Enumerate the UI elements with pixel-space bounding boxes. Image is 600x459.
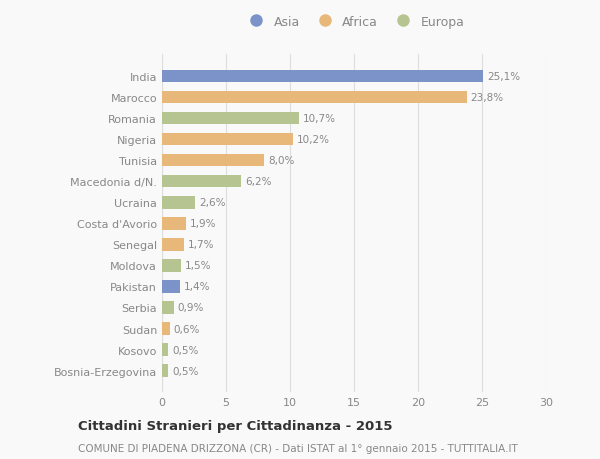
Text: 2,6%: 2,6% [199, 198, 226, 208]
Text: 1,7%: 1,7% [188, 240, 214, 250]
Text: 10,2%: 10,2% [296, 135, 329, 145]
Text: 8,0%: 8,0% [268, 156, 295, 166]
Text: Cittadini Stranieri per Cittadinanza - 2015: Cittadini Stranieri per Cittadinanza - 2… [78, 419, 392, 432]
Bar [162, 134, 293, 146]
Text: 6,2%: 6,2% [245, 177, 272, 187]
Text: 0,5%: 0,5% [172, 345, 199, 355]
Text: 0,6%: 0,6% [173, 324, 200, 334]
Bar [162, 364, 169, 377]
Text: 0,9%: 0,9% [178, 303, 204, 313]
Bar [162, 280, 180, 293]
Bar [162, 239, 184, 251]
Bar [162, 323, 170, 335]
Text: 0,5%: 0,5% [172, 366, 199, 376]
Bar [162, 175, 241, 188]
Legend: Asia, Africa, Europa: Asia, Africa, Europa [239, 11, 470, 34]
Text: COMUNE DI PIADENA DRIZZONA (CR) - Dati ISTAT al 1° gennaio 2015 - TUTTITALIA.IT: COMUNE DI PIADENA DRIZZONA (CR) - Dati I… [78, 443, 518, 453]
Bar [162, 302, 173, 314]
Bar [162, 70, 483, 83]
Text: 1,4%: 1,4% [184, 282, 210, 292]
Text: 1,9%: 1,9% [190, 219, 217, 229]
Bar [162, 343, 169, 356]
Text: 25,1%: 25,1% [487, 72, 520, 82]
Text: 1,5%: 1,5% [185, 261, 212, 271]
Bar [162, 259, 181, 272]
Text: 10,7%: 10,7% [303, 114, 336, 124]
Bar [162, 196, 195, 209]
Bar [162, 112, 299, 125]
Bar [162, 154, 265, 167]
Bar [162, 91, 467, 104]
Text: 23,8%: 23,8% [470, 93, 503, 103]
Bar [162, 218, 187, 230]
